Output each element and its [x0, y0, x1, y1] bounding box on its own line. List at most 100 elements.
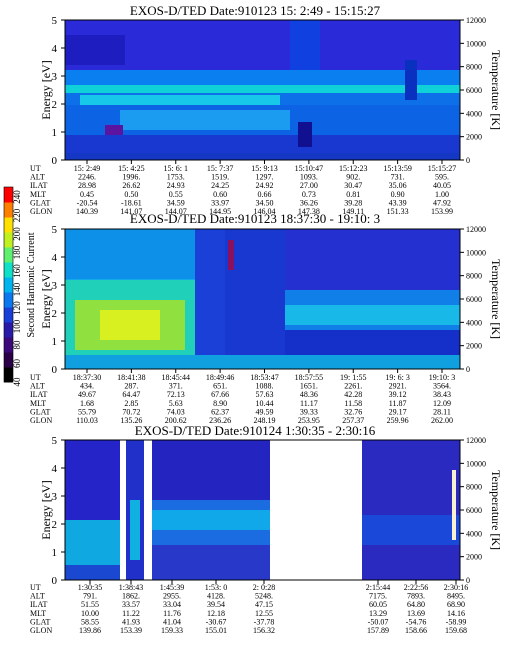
colorbar-cell: [4, 322, 13, 338]
column-value: 11.58: [344, 399, 362, 408]
column-value: 236.26: [209, 416, 231, 425]
column-value: 153.39: [120, 626, 142, 635]
ytick-label: 4: [52, 463, 58, 475]
colorbar-cell: [4, 202, 13, 218]
y2tick-label: 6000: [466, 506, 482, 515]
column-value: 39.28: [344, 198, 362, 207]
colorbar-cell: [4, 307, 13, 323]
panel-3-ylabel: Energy [eV]: [39, 480, 53, 539]
panel-2-y2label: Temperature [K]: [489, 259, 503, 339]
column-value: 29.17: [389, 407, 407, 416]
column-value: 28.98: [78, 181, 96, 190]
panel-1-y2label: Temperature [K]: [489, 50, 503, 130]
y2tick-label: 4000: [466, 529, 482, 538]
column-value: 902.: [346, 173, 360, 182]
column-value: 18:41:38: [117, 373, 145, 382]
column-value: 8.90: [213, 399, 227, 408]
column-value: 149.11: [342, 207, 364, 216]
ytick-label: 2: [52, 519, 58, 531]
column-value: 48.36: [300, 390, 318, 399]
column-value: 157.89: [367, 626, 389, 635]
ytick-label: 0: [52, 364, 58, 376]
column-value: 19: 6: 3: [385, 373, 409, 382]
panel-3-y2label: Temperature [K]: [489, 470, 503, 550]
colorbar-cell: [4, 187, 13, 203]
column-value: 2:22:56: [404, 583, 428, 592]
panel-2-plot: [64, 228, 461, 370]
column-value: 434.: [80, 382, 94, 391]
colorbar-tick: 240: [12, 190, 22, 204]
column-value: 33.57: [122, 600, 140, 609]
column-value: 39.33: [300, 407, 318, 416]
y2tick-label: 2000: [466, 553, 482, 562]
colorbar-tick: 220: [12, 208, 22, 222]
row-label: ILAT: [30, 390, 47, 399]
ytick-label: 4: [52, 252, 58, 264]
column-value: 12.09: [433, 399, 451, 408]
y2tick-label: 10000: [466, 459, 486, 468]
ytick-label: 3: [52, 491, 58, 503]
column-value: 28.11: [433, 407, 451, 416]
column-value: 248.19: [254, 416, 276, 425]
column-value: 1:30:35: [78, 583, 102, 592]
column-value: 18:49:46: [206, 373, 234, 382]
colorbar-cell: [4, 337, 13, 353]
colorbar-cell: [4, 217, 13, 233]
column-value: 0.73: [302, 190, 316, 199]
column-value: 68.90: [447, 600, 465, 609]
column-value: 18:45:44: [162, 373, 190, 382]
column-value: 287.: [124, 382, 138, 391]
column-value: 1753.: [167, 173, 185, 182]
column-value: 651.: [213, 382, 227, 391]
colorbar-tick: 80: [12, 340, 22, 350]
y2tick-label: 0: [466, 365, 470, 374]
column-value: 1651.: [300, 382, 318, 391]
panel-2-ylabel: Energy [eV]: [39, 269, 53, 328]
row-label: ALT: [30, 382, 45, 391]
column-value: 70.72: [122, 407, 140, 416]
column-value: 26.62: [122, 181, 140, 190]
column-value: 11.17: [300, 399, 318, 408]
column-value: 40.05: [433, 181, 451, 190]
column-value: 0.55: [169, 190, 183, 199]
y2tick-label: 12000: [466, 436, 486, 445]
column-value: 55.79: [78, 407, 96, 416]
column-value: 144.07: [165, 207, 187, 216]
panel-1: EXOS-D/TED Date:910123 15: 2:49 - 15:15:…: [30, 3, 503, 216]
column-value: 18:53:47: [250, 373, 278, 382]
column-value: 67.66: [211, 390, 229, 399]
column-value: 51.55: [81, 600, 99, 609]
ytick-label: 5: [52, 224, 58, 236]
ytick-label: 5: [52, 15, 58, 27]
column-value: 4128.: [207, 592, 225, 601]
column-value: 2261.: [344, 382, 362, 391]
ytick-label: 3: [52, 71, 58, 83]
column-value: 33.04: [163, 600, 181, 609]
column-value: 34.59: [167, 198, 185, 207]
panel-1-ylabel: Energy [eV]: [39, 60, 53, 119]
column-value: 27.00: [300, 181, 318, 190]
column-value: 15: 6: 1: [164, 164, 188, 173]
row-label: GLAT: [30, 407, 51, 416]
column-value: 147.38: [298, 207, 320, 216]
column-value: 74.03: [167, 407, 185, 416]
column-value: 7893.: [407, 592, 425, 601]
row-label: MLT: [30, 399, 46, 408]
column-value: 38.43: [433, 390, 451, 399]
column-value: -58.99: [446, 617, 467, 626]
colorbar-tick: 120: [12, 301, 22, 315]
colorbar-tick: 100: [12, 319, 22, 333]
column-value: 1:38:43: [119, 583, 143, 592]
ytick-label: 0: [52, 155, 58, 167]
column-value: 0.45: [80, 190, 94, 199]
y2tick-label: 12000: [466, 16, 486, 25]
column-value: -30.67: [206, 617, 227, 626]
row-label: UT: [30, 583, 41, 592]
column-value: 0.81: [346, 190, 360, 199]
colorbar-label: Second Harmonic Current: [26, 232, 37, 337]
column-value: 5.63: [169, 399, 183, 408]
colorbar-tick: 200: [12, 227, 22, 241]
column-value: 144.95: [209, 207, 231, 216]
column-value: 1.00: [435, 190, 449, 199]
